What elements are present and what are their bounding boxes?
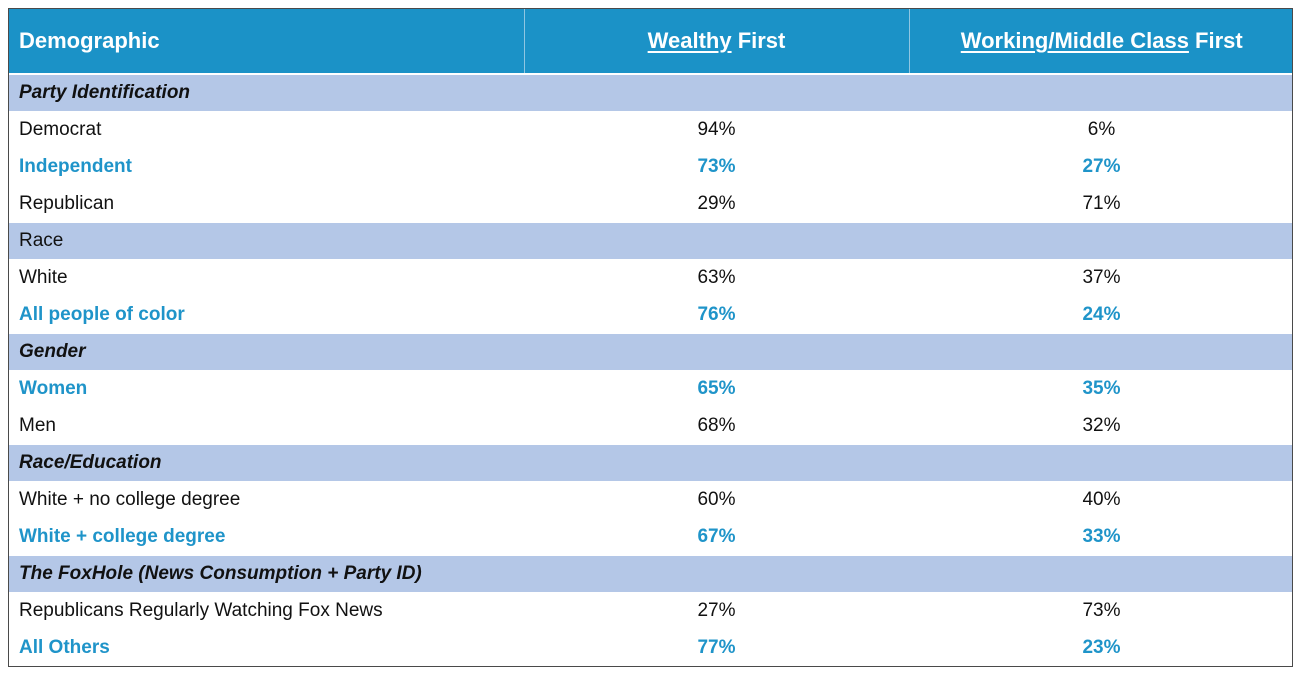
row-label: Women bbox=[9, 370, 524, 408]
row-label: All Others bbox=[9, 629, 524, 666]
wealthy-first-value: 65% bbox=[524, 370, 909, 408]
row-label: Republican bbox=[9, 185, 524, 223]
table-row: White + no college degree 60% 40% bbox=[9, 481, 1292, 519]
header-wealthy-underlined: Wealthy bbox=[647, 28, 732, 53]
working-middle-class-first-value: 40% bbox=[909, 481, 1292, 519]
section-title: Gender bbox=[9, 333, 1292, 371]
row-label: Independent bbox=[9, 148, 524, 186]
wealthy-first-value: 68% bbox=[524, 407, 909, 445]
table-row: Women 65% 35% bbox=[9, 370, 1292, 408]
table-row: White + college degree 67% 33% bbox=[9, 518, 1292, 556]
table-row: Men 68% 32% bbox=[9, 407, 1292, 445]
working-middle-class-first-value: 73% bbox=[909, 592, 1292, 630]
section-row: The FoxHole (News Consumption + Party ID… bbox=[9, 555, 1292, 593]
row-label: Democrat bbox=[9, 111, 524, 149]
header-working-underlined: Working/Middle Class bbox=[960, 28, 1189, 53]
working-middle-class-first-value: 23% bbox=[909, 629, 1292, 666]
row-label: White bbox=[9, 259, 524, 297]
working-middle-class-first-value: 32% bbox=[909, 407, 1292, 445]
working-middle-class-first-value: 6% bbox=[909, 111, 1292, 149]
working-middle-class-first-value: 37% bbox=[909, 259, 1292, 297]
row-label: Men bbox=[9, 407, 524, 445]
section-title: Race bbox=[9, 222, 1292, 260]
header-demographic: Demographic bbox=[9, 9, 525, 74]
wealthy-first-value: 67% bbox=[524, 518, 909, 556]
table-header: Demographic Wealthy First Working/Middle… bbox=[9, 9, 1292, 74]
wealthy-first-value: 63% bbox=[524, 259, 909, 297]
section-row: Gender bbox=[9, 333, 1292, 371]
header-row: Demographic Wealthy First Working/Middle… bbox=[9, 9, 1292, 74]
header-working-rest: First bbox=[1188, 28, 1243, 53]
wealthy-first-value: 29% bbox=[524, 185, 909, 223]
row-label: White + no college degree bbox=[9, 481, 524, 519]
section-row: Race bbox=[9, 222, 1292, 260]
section-title: Party Identification bbox=[9, 73, 1292, 112]
working-middle-class-first-value: 33% bbox=[909, 518, 1292, 556]
table-body: Party Identification Democrat 94% 6% Indepen… bbox=[9, 73, 1292, 666]
wealthy-first-value: 27% bbox=[524, 592, 909, 630]
row-label: White + college degree bbox=[9, 518, 524, 556]
working-middle-class-first-value: 24% bbox=[909, 296, 1292, 334]
table-row: All people of color 76% 24% bbox=[9, 296, 1292, 334]
table-row: All Others 77% 23% bbox=[9, 629, 1292, 666]
wealthy-first-value: 77% bbox=[524, 629, 909, 666]
section-title: The FoxHole (News Consumption + Party ID… bbox=[9, 555, 1292, 593]
table-row: Republican 29% 71% bbox=[9, 185, 1292, 223]
wealthy-first-value: 60% bbox=[524, 481, 909, 519]
working-middle-class-first-value: 27% bbox=[909, 148, 1292, 186]
table-row: Republicans Regularly Watching Fox News 2… bbox=[9, 592, 1292, 630]
wealthy-first-value: 76% bbox=[524, 296, 909, 334]
header-wealthy-rest: First bbox=[731, 28, 786, 53]
demographic-table-frame: Demographic Wealthy First Working/Middle… bbox=[8, 8, 1293, 667]
row-label: Republicans Regularly Watching Fox News bbox=[9, 592, 524, 630]
wealthy-first-value: 73% bbox=[524, 148, 909, 186]
header-demographic-label: Demographic bbox=[19, 28, 160, 53]
section-row: Party Identification bbox=[9, 73, 1292, 112]
table-row: Democrat 94% 6% bbox=[9, 111, 1292, 149]
row-label: All people of color bbox=[9, 296, 524, 334]
header-wealthy-first: Wealthy First bbox=[524, 9, 910, 74]
working-middle-class-first-value: 35% bbox=[909, 370, 1292, 408]
section-row: Race/Education bbox=[9, 444, 1292, 482]
wealthy-first-value: 94% bbox=[524, 111, 909, 149]
working-middle-class-first-value: 71% bbox=[909, 185, 1292, 223]
demographic-table: Demographic Wealthy First Working/Middle… bbox=[9, 9, 1292, 666]
header-working-middle-class-first: Working/Middle Class First bbox=[909, 9, 1292, 74]
table-row: White 63% 37% bbox=[9, 259, 1292, 297]
section-title: Race/Education bbox=[9, 444, 1292, 482]
table-row: Independent 73% 27% bbox=[9, 148, 1292, 186]
